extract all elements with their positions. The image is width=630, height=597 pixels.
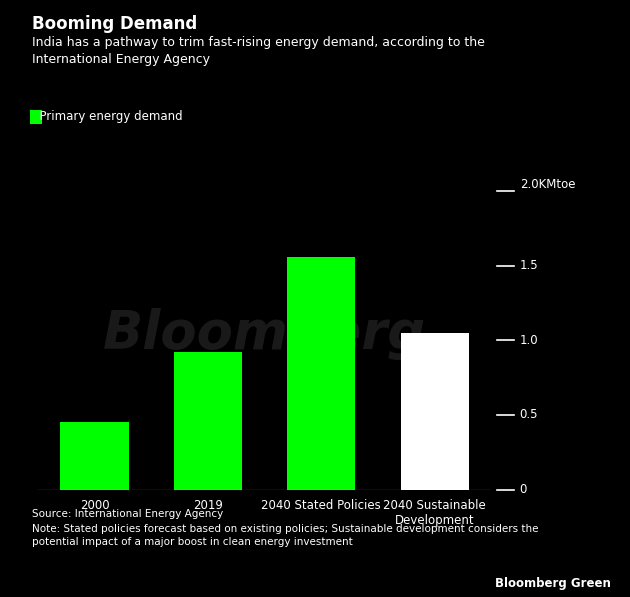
Text: 0: 0 xyxy=(520,483,527,496)
Text: Note: Stated policies forecast based on existing policies; Sustainable developme: Note: Stated policies forecast based on … xyxy=(32,524,538,547)
Text: 1.0: 1.0 xyxy=(520,334,539,347)
Text: 2.0KMtoe: 2.0KMtoe xyxy=(520,178,575,191)
Text: Bloomberg Green: Bloomberg Green xyxy=(495,577,611,590)
Bar xyxy=(287,257,355,490)
Text: Primary energy demand: Primary energy demand xyxy=(32,110,182,123)
Text: Source: International Energy Agency: Source: International Energy Agency xyxy=(32,509,223,519)
Bar xyxy=(60,423,129,490)
Text: 1.5: 1.5 xyxy=(520,259,539,272)
Bar xyxy=(401,333,469,490)
Bar xyxy=(174,352,242,490)
Text: Bloomberg: Bloomberg xyxy=(103,308,426,361)
Text: Booming Demand: Booming Demand xyxy=(32,15,197,33)
Text: India has a pathway to trim fast-rising energy demand, according to the
Internat: India has a pathway to trim fast-rising … xyxy=(32,36,484,66)
Text: 0.5: 0.5 xyxy=(520,408,538,421)
